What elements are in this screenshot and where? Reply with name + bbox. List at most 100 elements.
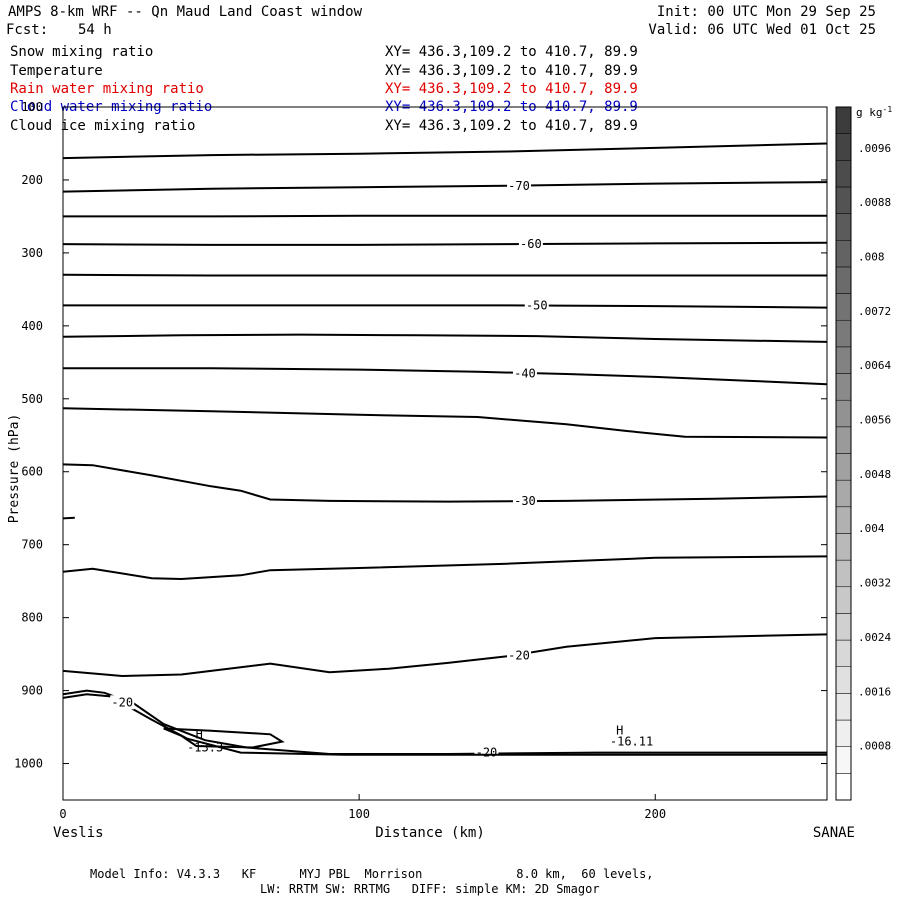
- colorbar-label: .0048: [858, 468, 891, 481]
- colorbar-segment: [835, 266, 852, 294]
- y-tick-label: 200: [21, 173, 43, 187]
- colorbar-segment: [835, 426, 852, 454]
- temperature-contour: [62, 516, 75, 520]
- forecast-hours: 54 h: [78, 22, 112, 38]
- colorbar-border: [835, 106, 852, 801]
- y-tick-label: 900: [21, 684, 43, 698]
- colorbar-segment: [835, 746, 852, 774]
- temperature-contour: [62, 273, 827, 277]
- temperature-contour: [63, 214, 827, 218]
- y-tick-label: 400: [21, 319, 43, 333]
- colorbar-segment: [835, 319, 852, 348]
- y-tick-label: 1000: [14, 757, 43, 771]
- field-xy: XY= 436.3,109.2 to 410.7, 89.9: [385, 63, 638, 79]
- colorbar-segment: [835, 453, 852, 481]
- plot-border: [62, 106, 828, 801]
- extremum-label: H: [196, 727, 203, 741]
- contour-label: -50: [526, 298, 548, 312]
- colorbar-unit: g kg-1: [856, 105, 892, 119]
- colorbar-segment: [835, 106, 852, 134]
- extremum-label: -16.11: [610, 735, 653, 749]
- temperature-contour: [62, 142, 828, 160]
- field-xy: XY= 436.3,109.2 to 410.7, 89.9: [385, 81, 638, 97]
- colorbar-segment: [835, 666, 852, 694]
- y-tick-label: 600: [21, 465, 43, 479]
- extremum-label: H: [616, 724, 623, 738]
- y-tick-label: 300: [21, 246, 43, 260]
- temperature-contour: [62, 181, 828, 193]
- colorbar-segment: [835, 533, 852, 561]
- temperature-contour: [62, 555, 828, 581]
- field-name: Temperature: [10, 63, 103, 79]
- temperature-contour: [62, 463, 828, 503]
- contour-label: -60: [520, 237, 542, 251]
- field-name: Rain water mixing ratio: [10, 81, 204, 97]
- colorbar-segment: [835, 773, 852, 801]
- colorbar-segment: [835, 506, 852, 534]
- colorbar-segment: [835, 719, 852, 747]
- colorbar-segment: [835, 213, 852, 241]
- forecast-label: Fcst:: [6, 22, 49, 38]
- colorbar-unit-exponent: -1: [883, 105, 893, 114]
- colorbar-label: .0056: [858, 414, 891, 427]
- colorbar-segment: [835, 613, 852, 641]
- temperature-contour: [62, 333, 828, 343]
- contour-label: -20: [476, 746, 498, 760]
- contour-label: -20: [111, 695, 133, 709]
- field-name: Cloud ice mixing ratio: [10, 118, 196, 134]
- contour-label-bg: [110, 695, 135, 710]
- chart-title: AMPS 8-km WRF -- Qn Maud Land Coast wind…: [8, 4, 363, 20]
- contour-label: -40: [514, 366, 536, 380]
- y-tick-label: 800: [21, 611, 43, 625]
- contour-label-bg: [524, 298, 549, 313]
- temperature-contour: [62, 689, 827, 755]
- temperature-contour: [62, 633, 828, 678]
- colorbar-label: .0032: [858, 577, 891, 590]
- y-tick-label: 500: [21, 392, 43, 406]
- field-name: Snow mixing ratio: [10, 44, 154, 60]
- y-axis-label: Pressure (hPa): [7, 414, 22, 524]
- x-right-endpoint: SANAE: [813, 825, 855, 841]
- colorbar-label: .0024: [858, 631, 891, 644]
- contour-label-bg: [507, 648, 532, 663]
- x-axis-label: Distance (km): [375, 825, 485, 841]
- colorbar-segment: [835, 240, 852, 268]
- colorbar-label: .0016: [858, 685, 891, 698]
- x-tick-label: 0: [59, 807, 66, 821]
- y-tick-label: 100: [21, 100, 43, 114]
- colorbar-label: .0096: [858, 142, 891, 155]
- colorbar-label: .0088: [858, 196, 891, 209]
- contour-label: -20: [508, 649, 530, 663]
- colorbar-segment: [835, 346, 852, 374]
- colorbar-segment: [835, 639, 852, 667]
- temperature-contour: [63, 367, 828, 386]
- colorbar-segment: [835, 586, 852, 614]
- temperature-contour: [163, 727, 285, 749]
- physics-info: LW: RRTM SW: RRTMG DIFF: simple KM: 2D S…: [260, 882, 600, 896]
- temperature-contour: [62, 693, 827, 756]
- colorbar-segment: [835, 373, 852, 401]
- colorbar-segment: [835, 399, 852, 428]
- valid-time: Valid: 06 UTC Wed 01 Oct 25: [648, 22, 876, 38]
- extremum-label: -13.3: [187, 740, 223, 754]
- temperature-contour: [63, 304, 828, 309]
- x-tick-label: 200: [644, 807, 666, 821]
- colorbar-segment: [835, 186, 852, 214]
- model-info: Model Info: V4.3.3 KF MYJ PBL Morrison 8…: [90, 867, 654, 881]
- colorbar-segment: [835, 693, 852, 721]
- init-time: Init: 00 UTC Mon 29 Sep 25: [656, 4, 876, 20]
- colorbar-segment: [835, 133, 852, 161]
- temperature-contour: [62, 241, 828, 246]
- y-tick-label: 700: [21, 538, 43, 552]
- colorbar-segment: [835, 293, 852, 321]
- contour-label-bg: [507, 178, 532, 193]
- contour-label-bg: [474, 745, 499, 760]
- temperature-contour: [62, 407, 828, 439]
- colorbar-label: .0064: [858, 359, 891, 372]
- colorbar-label: .008: [858, 250, 885, 263]
- contour-label-bg: [512, 366, 537, 381]
- field-xy: XY= 436.3,109.2 to 410.7, 89.9: [385, 44, 638, 60]
- colorbar-label: .004: [858, 522, 885, 535]
- x-tick-label: 100: [348, 807, 370, 821]
